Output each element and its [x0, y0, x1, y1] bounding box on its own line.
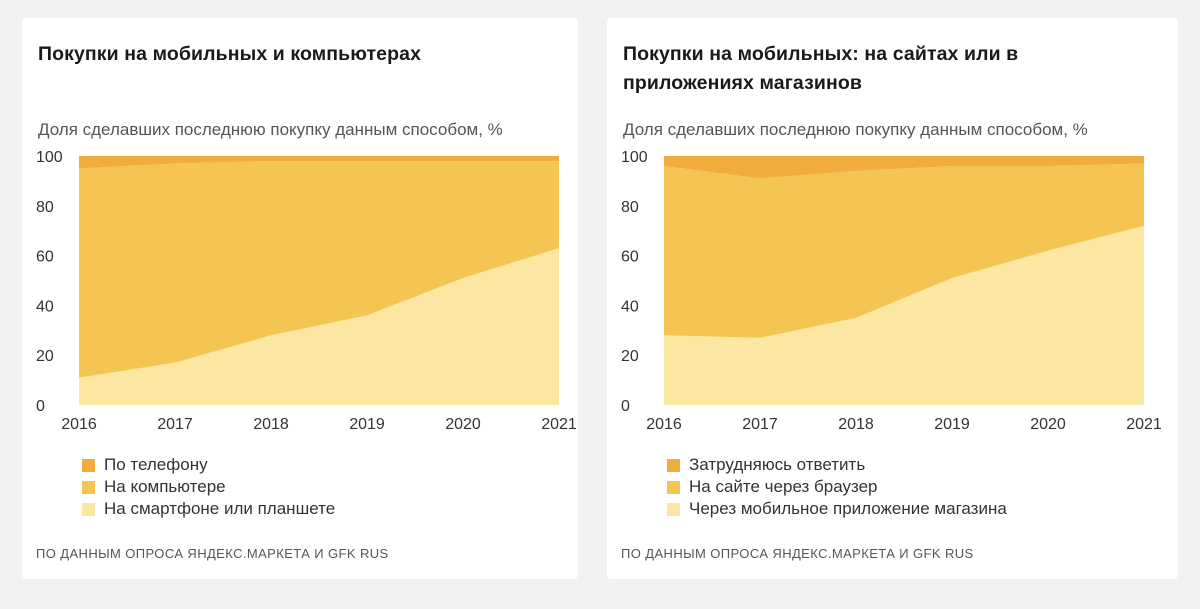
area-chart: 0 20 40 60 80 100 2016 2017 2018 2019 2020 2021 [621, 149, 1162, 433]
legend-label: Через мобильное приложение магазина [689, 499, 1007, 518]
chart-title: Покупки на мобильных и компьютерах [38, 43, 422, 65]
legend-label: На сайте через браузер [689, 477, 878, 496]
legend-swatch [82, 502, 95, 516]
y-tick-label: 100 [621, 149, 648, 166]
x-tick-label: 2017 [157, 416, 193, 433]
x-tick-label: 2021 [1126, 416, 1162, 433]
y-tick-label: 60 [621, 249, 639, 266]
chart-subtitle: Доля сделавших последнюю покупку данным … [38, 120, 503, 139]
x-tick-label: 2021 [541, 416, 577, 433]
area-chart: 0 20 40 60 80 100 2016 2017 2018 2019 2020 2021 [36, 149, 577, 433]
chart-legend: По телефону На компьютере На смартфоне или… [82, 454, 335, 520]
legend-swatch [82, 480, 95, 494]
y-tick-label: 40 [36, 298, 54, 315]
chart-card-right: Покупки на мобильных: на сайтах или в пр… [607, 18, 1178, 579]
legend-item: На смартфоне или планшете [82, 498, 335, 520]
y-tick-label: 100 [36, 149, 63, 166]
legend-swatch [667, 480, 680, 494]
x-tick-label: 2018 [253, 416, 289, 433]
y-tick-label: 80 [36, 199, 54, 216]
legend-swatch [667, 458, 680, 472]
x-tick-label: 2019 [349, 416, 385, 433]
y-tick-label: 0 [36, 398, 45, 415]
x-tick-label: 2019 [934, 416, 970, 433]
legend-swatch [82, 458, 95, 472]
y-tick-label: 60 [36, 249, 54, 266]
area-series-3 [664, 156, 1144, 179]
area-series-2 [79, 160, 559, 378]
area-series-3 [79, 156, 559, 169]
x-tick-label: 2020 [1030, 416, 1066, 433]
source-note: ПО ДАННЫМ ОПРОСА ЯНДЕКС.МАРКЕТА И GFK RU… [36, 546, 389, 561]
legend-label: На компьютере [104, 477, 226, 496]
chart-legend: Затрудняюсь ответить На сайте через брауз… [667, 454, 1007, 520]
chart-subtitle: Доля сделавших последнюю покупку данным … [623, 120, 1088, 139]
y-tick-label: 80 [621, 199, 639, 216]
legend-label: Затрудняюсь ответить [689, 455, 866, 474]
legend-item: Затрудняюсь ответить [667, 454, 1007, 476]
chart-card-left: Покупки на мобильных и компьютерах Доля … [22, 18, 578, 579]
y-tick-label: 0 [621, 398, 630, 415]
legend-label: По телефону [104, 455, 208, 474]
y-tick-label: 40 [621, 298, 639, 315]
legend-item: На сайте через браузер [667, 476, 1007, 498]
y-tick-label: 20 [621, 348, 639, 365]
x-tick-label: 2017 [742, 416, 778, 433]
area-series-1 [664, 225, 1144, 405]
area-series-2 [664, 163, 1144, 338]
chart-title: Покупки на мобильных: на сайтах или в пр… [623, 43, 1019, 94]
legend-swatch [667, 502, 680, 516]
legend-label: На смартфоне или планшете [104, 499, 336, 518]
legend-item: По телефону [82, 454, 335, 476]
x-tick-label: 2018 [838, 416, 874, 433]
legend-item: На компьютере [82, 476, 335, 498]
x-tick-label: 2016 [646, 416, 682, 433]
legend-item: Через мобильное приложение магазина [667, 498, 1007, 520]
x-tick-label: 2016 [61, 416, 97, 433]
y-tick-label: 20 [36, 348, 54, 365]
source-note: ПО ДАННЫМ ОПРОСА ЯНДЕКС.МАРКЕТА И GFK RU… [621, 546, 974, 561]
x-tick-label: 2020 [445, 416, 481, 433]
